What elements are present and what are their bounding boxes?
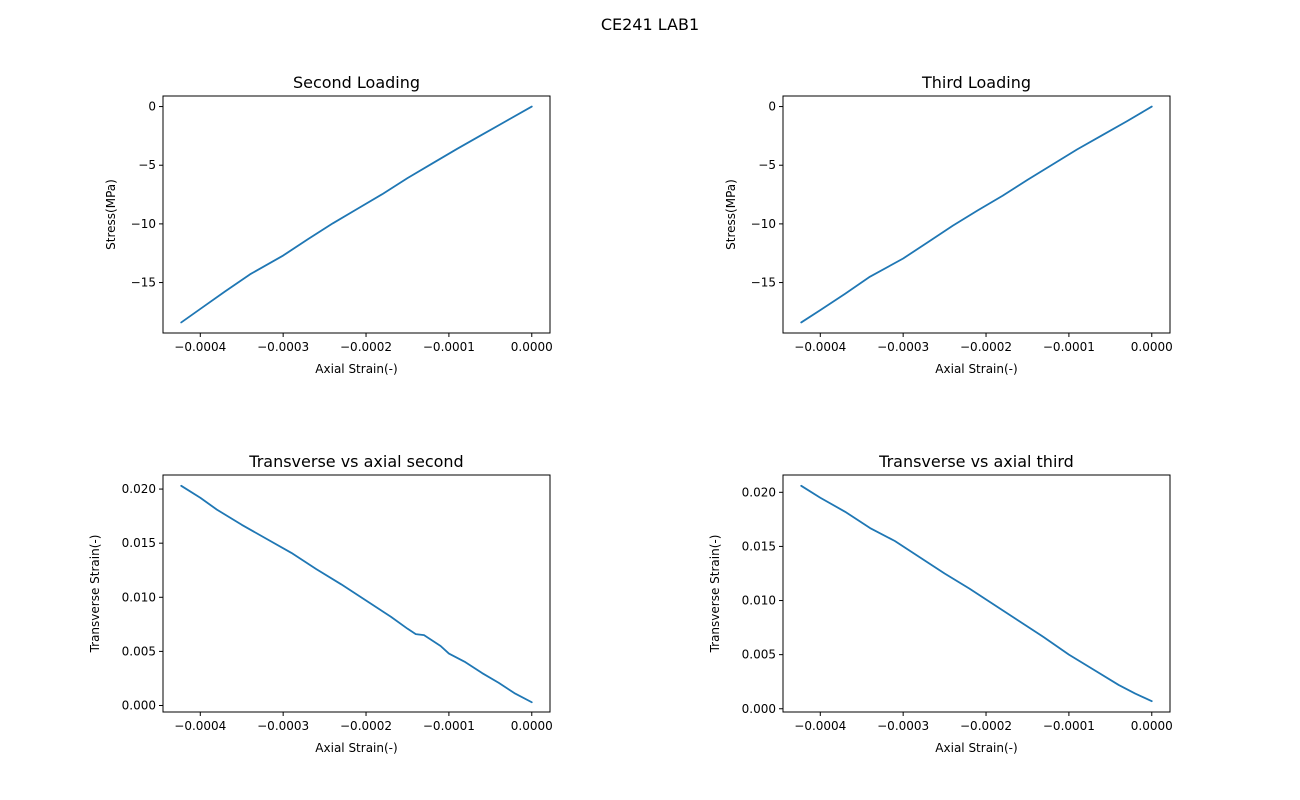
x-tick-label: −0.0002 (340, 719, 392, 733)
y-axis-label: Stress(MPa) (104, 179, 118, 250)
x-tick-label: −0.0004 (174, 340, 226, 354)
y-tick-label: 0.005 (122, 644, 156, 658)
series-line (800, 484, 1153, 703)
x-axis-label: Axial Strain(-) (315, 741, 397, 755)
x-axis-label: Axial Strain(-) (935, 362, 1017, 376)
x-tick-label: −0.0004 (794, 340, 846, 354)
x-tick-label: −0.0003 (877, 340, 929, 354)
chart-title: Second Loading (293, 73, 420, 92)
x-tick-label: −0.0003 (877, 719, 929, 733)
x-tick-label: −0.0002 (340, 340, 392, 354)
y-tick-label: 0.005 (742, 648, 776, 662)
series-line (800, 105, 1153, 324)
x-tick-label: −0.0001 (423, 340, 475, 354)
y-tick-label: 0.020 (122, 482, 156, 496)
y-tick-label: 0 (148, 100, 156, 114)
y-tick-label: −15 (131, 276, 156, 290)
axes-frame (782, 474, 1171, 713)
y-tick-label: 0.000 (122, 699, 156, 713)
x-tick-label: −0.0002 (960, 719, 1012, 733)
chart-transverse-third: Transverse vs axial third −0.0004 −0.0003 −… (708, 452, 1173, 755)
y-tick-label: 0.015 (742, 539, 776, 553)
y-axis-label: Transverse Strain(-) (708, 535, 722, 654)
y-axis-label: Stress(MPa) (724, 179, 738, 250)
axes-frame (162, 474, 551, 713)
figure-title: CE241 LAB1 (601, 15, 699, 34)
y-axis-label: Transverse Strain(-) (88, 535, 102, 654)
subplots: Second Loading −0.0004 −0.0003 −0.0002 −0.00… (88, 73, 1173, 755)
y-tick-label: −5 (758, 158, 776, 172)
y-tick-label: 0.000 (742, 702, 776, 716)
y-tick-label: −5 (138, 158, 156, 172)
chart-third-loading: Third Loading −0.0004 −0.0003 −0.0002 −0.000… (724, 73, 1173, 376)
x-tick-label: 0.0000 (1131, 719, 1173, 733)
x-axis-label: Axial Strain(-) (935, 741, 1017, 755)
x-axis-label: Axial Strain(-) (315, 362, 397, 376)
chart-transverse-second: Transverse vs axial second −0.0004 −0.0003… (88, 452, 553, 755)
y-tick-label: 0.015 (122, 536, 156, 550)
axes-frame (782, 95, 1171, 334)
x-tick-label: −0.0003 (257, 340, 309, 354)
x-tick-label: −0.0001 (423, 719, 475, 733)
y-tick-label: −10 (751, 217, 776, 231)
x-tick-label: −0.0004 (794, 719, 846, 733)
chart-title: Transverse vs axial third (878, 452, 1074, 471)
y-tick-label: −10 (131, 217, 156, 231)
x-tick-label: 0.0000 (511, 340, 553, 354)
chart-title: Transverse vs axial second (248, 452, 463, 471)
series-line (180, 484, 533, 704)
x-tick-label: −0.0004 (174, 719, 226, 733)
x-tick-label: −0.0001 (1043, 340, 1095, 354)
chart-title: Third Loading (921, 73, 1031, 92)
axes-frame (162, 95, 551, 334)
x-tick-label: −0.0002 (960, 340, 1012, 354)
chart-second-loading: Second Loading −0.0004 −0.0003 −0.0002 −0.00… (104, 73, 553, 376)
series-line (180, 105, 533, 324)
x-tick-label: 0.0000 (511, 719, 553, 733)
x-tick-label: 0.0000 (1131, 340, 1173, 354)
x-tick-label: −0.0003 (257, 719, 309, 733)
y-tick-label: 0.010 (742, 594, 776, 608)
y-tick-label: −15 (751, 276, 776, 290)
y-tick-label: 0.010 (122, 590, 156, 604)
x-tick-label: −0.0001 (1043, 719, 1095, 733)
y-tick-label: 0 (768, 100, 776, 114)
y-tick-label: 0.020 (742, 485, 776, 499)
